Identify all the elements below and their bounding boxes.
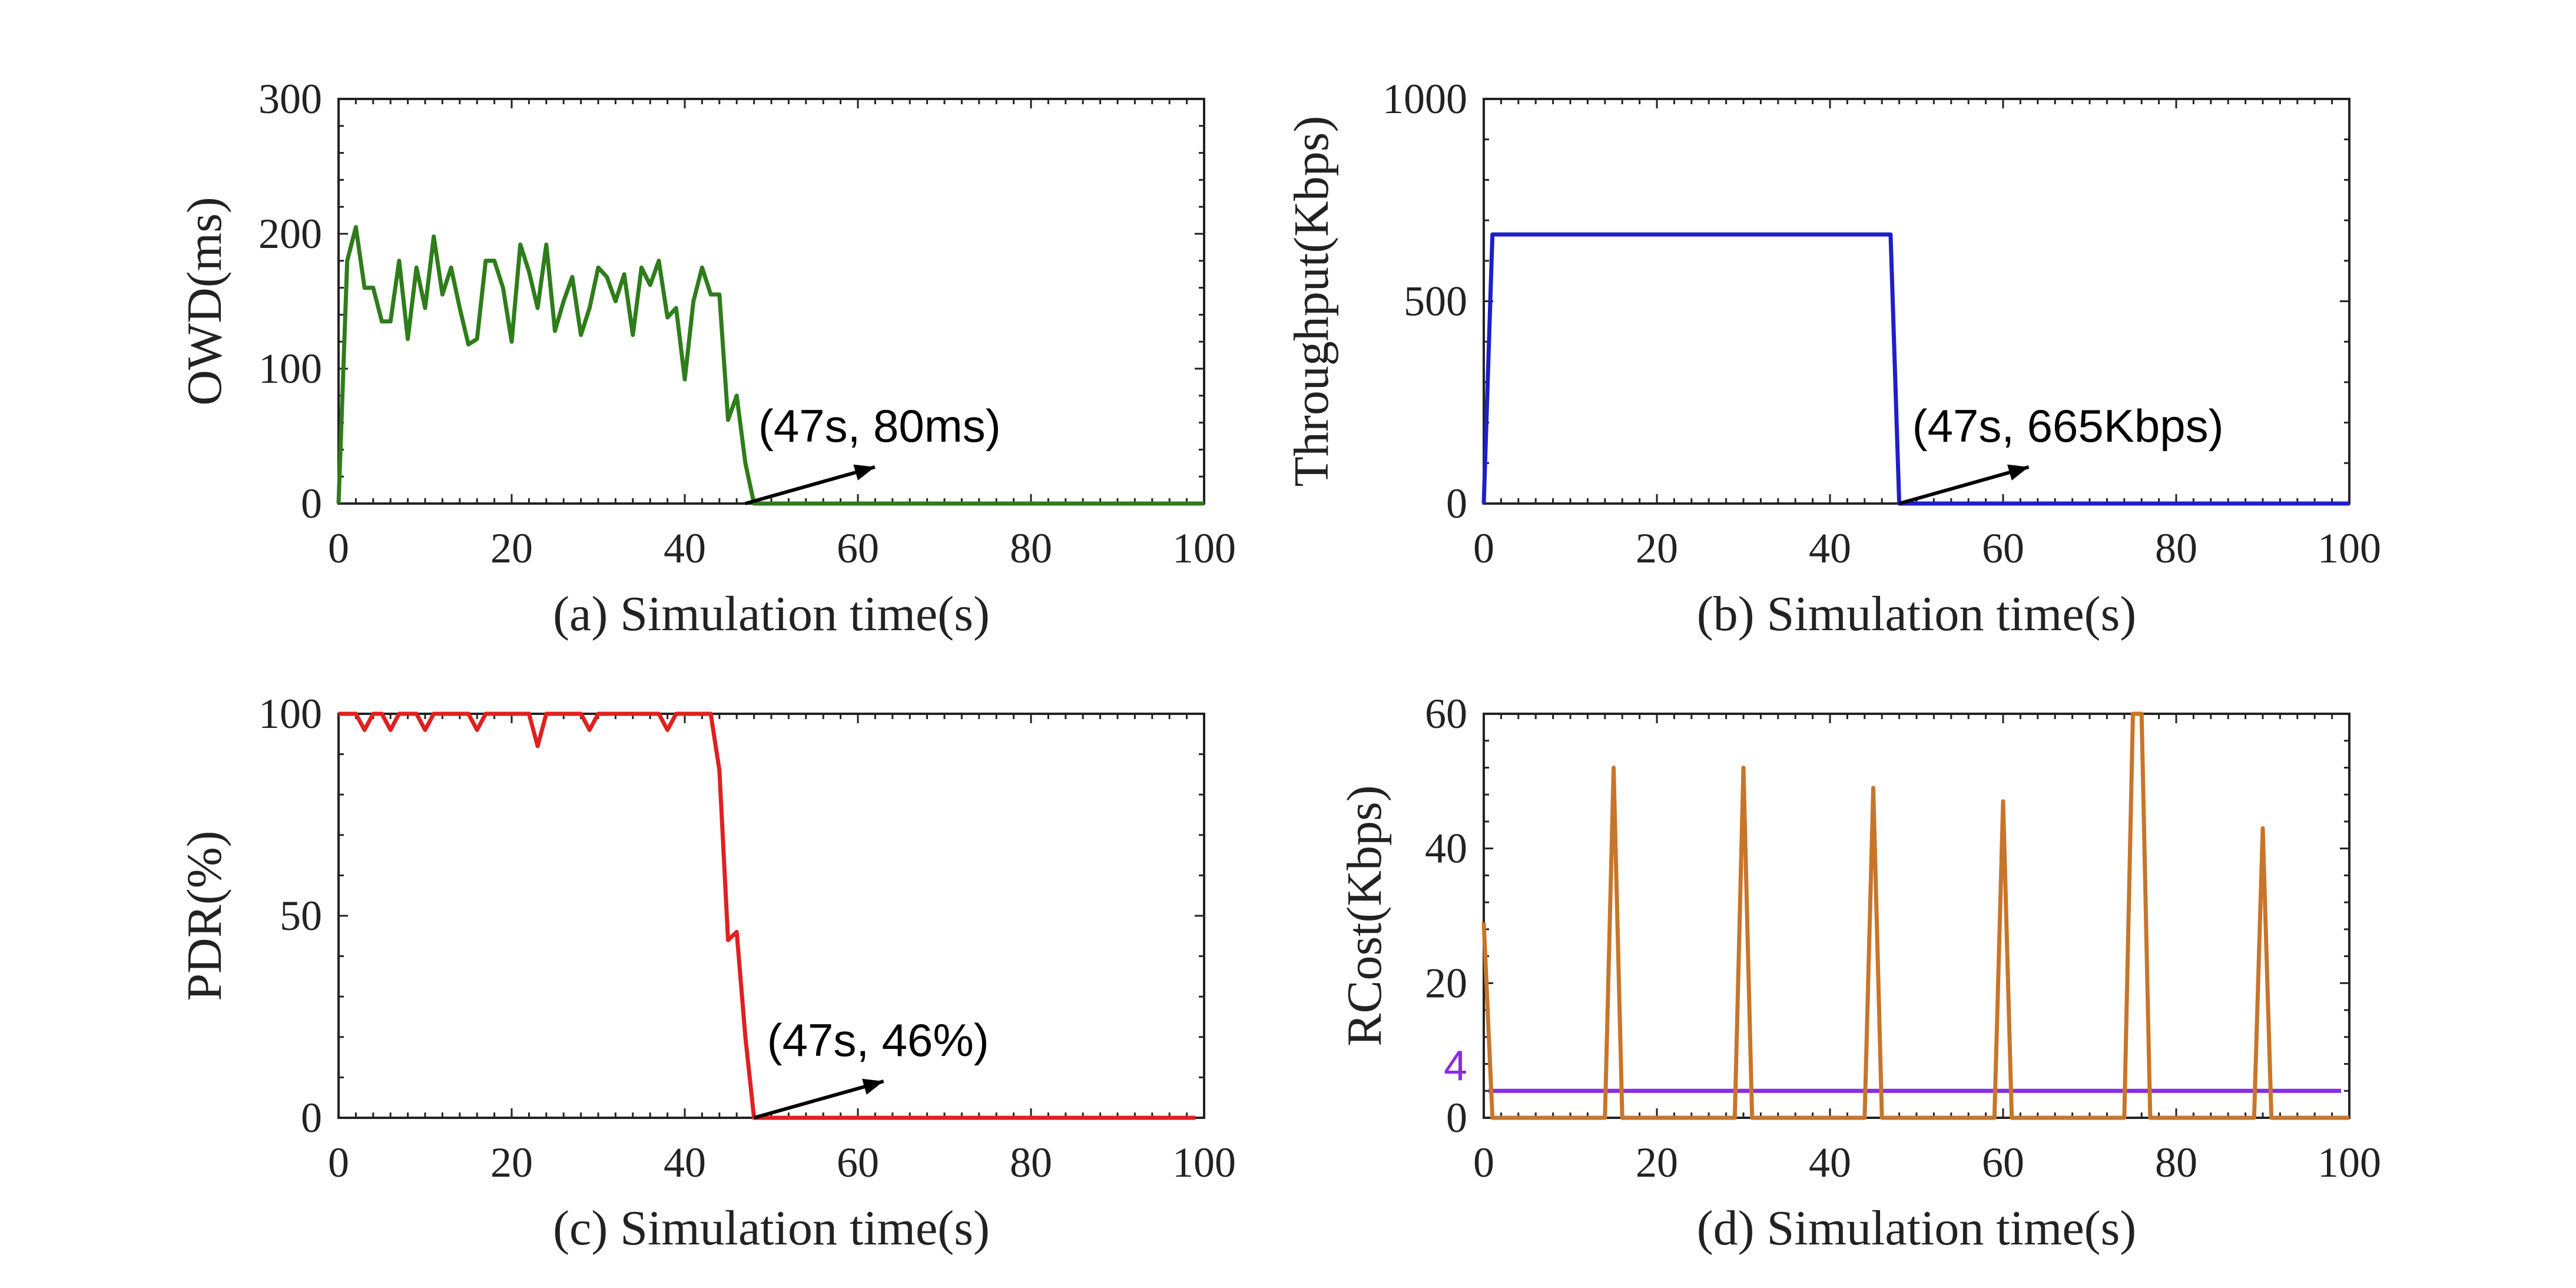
panel-a-owd-chart: 0 20 40 60 80 100 0 100 200 300 (a) Simulation tim… — [177, 75, 1236, 641]
y-tick-label: 0 — [301, 480, 322, 527]
y-tick-label: 1000 — [1383, 75, 1467, 122]
x-tick-label: 40 — [1809, 1139, 1851, 1186]
x-tick-label: 0 — [328, 525, 349, 572]
panel-c-pdr-chart: 0 20 40 60 80 100 0 50 100 (c) Simulation time(s)… — [177, 690, 1236, 1256]
annotation-arrow — [1898, 465, 2030, 505]
annotation-arrowhead — [862, 1078, 884, 1095]
x-tick-label: 20 — [490, 1139, 533, 1186]
y-tick-label: 100 — [258, 690, 322, 737]
x-tick-label: 80 — [2155, 1139, 2197, 1186]
annotation-arrowhead — [853, 464, 875, 481]
x-axis-caption: (a) Simulation time(s) — [553, 587, 990, 641]
x-tick-label: 60 — [837, 525, 879, 572]
y-tick-label: 60 — [1425, 690, 1467, 737]
y-axis-label: Throughput(Kbps) — [1284, 116, 1339, 487]
x-axis-caption: (b) Simulation time(s) — [1697, 587, 2137, 641]
x-tick-label: 0 — [1473, 525, 1494, 572]
annotation-label: (47s, 46%) — [767, 1014, 989, 1066]
x-tick-label: 40 — [664, 525, 706, 572]
x-tick-label: 40 — [1809, 525, 1851, 572]
x-axis-caption: (c) Simulation time(s) — [553, 1201, 990, 1256]
y-tick-label: 0 — [1446, 1094, 1467, 1141]
x-tick-label: 40 — [664, 1139, 706, 1186]
series-line — [339, 711, 1196, 1120]
y-tick-label: 20 — [1425, 959, 1467, 1006]
y-axis-label: PDR(%) — [177, 830, 232, 1001]
x-tick-label: 60 — [837, 1139, 879, 1186]
x-tick-label: 100 — [2318, 1139, 2381, 1186]
x-axis-caption: (d) Simulation time(s) — [1697, 1201, 2137, 1256]
x-tick-label: 100 — [2318, 525, 2381, 572]
y-tick-label: 500 — [1404, 278, 1467, 325]
x-tick-label: 80 — [1010, 525, 1052, 572]
x-tick-label: 0 — [1473, 1139, 1494, 1186]
x-tick-label: 60 — [1982, 525, 2024, 572]
y-tick-label: 40 — [1425, 825, 1467, 872]
panel-d-rcost-chart: 0 20 40 60 80 100 0 20 40 60 (d) Simulation time(s… — [1337, 690, 2381, 1256]
series-line — [1481, 232, 2349, 506]
annotation-arrow — [745, 465, 876, 505]
x-tick-label: 20 — [1636, 525, 1678, 572]
reference-line-label: 4 — [1444, 1042, 1467, 1090]
y-tick-label: 0 — [1446, 480, 1467, 527]
y-tick-label: 50 — [280, 892, 322, 939]
x-tick-label: 80 — [1010, 1139, 1052, 1186]
x-tick-label: 0 — [328, 1139, 349, 1186]
y-tick-label: 300 — [258, 75, 322, 122]
x-tick-label: 60 — [1982, 1139, 2024, 1186]
annotation-label: (47s, 80ms) — [758, 400, 1001, 452]
y-tick-label: 100 — [258, 345, 322, 392]
x-tick-label: 20 — [490, 525, 533, 572]
y-axis-label: OWD(ms) — [177, 197, 232, 406]
y-axis-label: RCost(Kbps) — [1337, 785, 1392, 1046]
annotation-label: (47s, 665Kbps) — [1912, 400, 2224, 452]
x-tick-label: 80 — [2155, 525, 2197, 572]
y-tick-label: 200 — [258, 210, 322, 257]
annotation-arrowhead — [2007, 464, 2029, 481]
x-tick-label: 100 — [1172, 525, 1236, 572]
series-line — [1481, 711, 2349, 1120]
x-tick-label: 20 — [1636, 1139, 1678, 1186]
annotation-arrow — [753, 1080, 884, 1120]
y-tick-label: 0 — [301, 1094, 322, 1141]
series-line — [336, 225, 1204, 506]
x-tick-label: 100 — [1172, 1139, 1236, 1186]
